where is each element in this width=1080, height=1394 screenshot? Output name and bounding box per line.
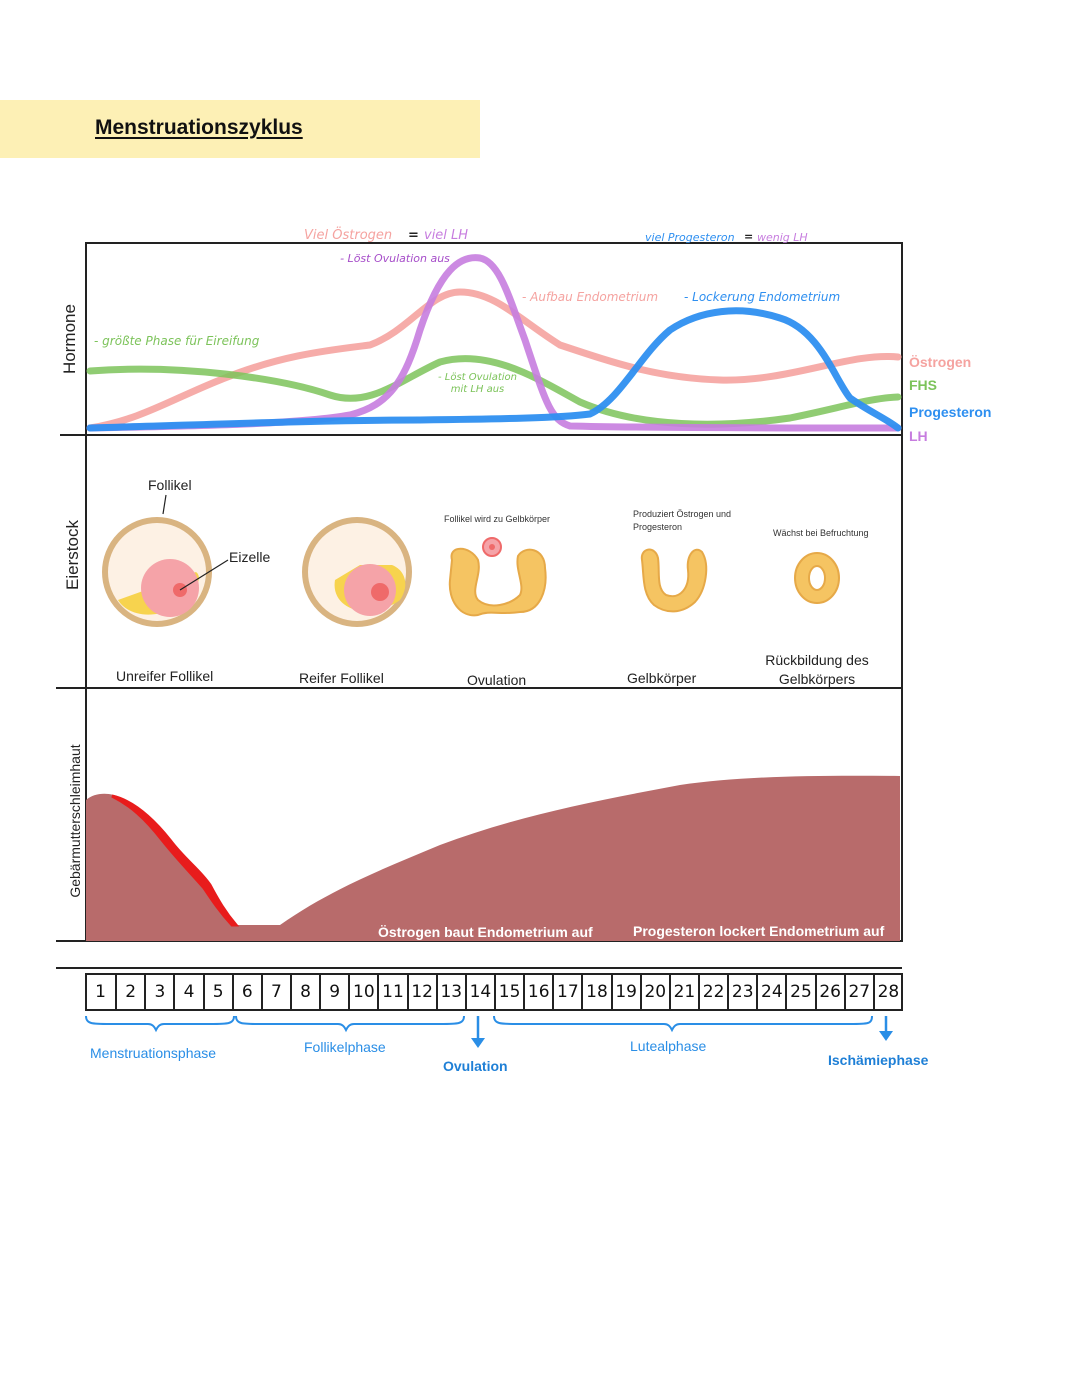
day-cell: 11	[377, 974, 406, 1010]
brace-luteal	[493, 1015, 873, 1033]
annotation-equals-2: =	[744, 230, 754, 243]
day-cell: 21	[668, 974, 698, 1010]
day-cell: 15	[494, 974, 523, 1010]
legend-progesterone: Progesteron	[909, 404, 992, 420]
day-cell: 19	[610, 974, 640, 1010]
brace-follicular	[235, 1015, 465, 1033]
day-cell: 24	[756, 974, 785, 1010]
day-cell: 28	[872, 974, 902, 1010]
endometrium-shape	[86, 775, 900, 941]
corpus-luteum-illustration	[640, 548, 708, 613]
annotation-largest-ripening: - größte Phase für Eireifung	[94, 334, 260, 348]
annotation-little-lh: wenig LH	[757, 231, 808, 244]
day-cell: 3	[144, 974, 173, 1010]
row-label-endometrium: Gebärmutterschleimhaut	[67, 744, 83, 898]
follicle-mature-illustration	[302, 517, 412, 627]
day-cell: 17	[552, 974, 581, 1010]
day-cell: 20	[639, 974, 669, 1010]
day-cell: 1	[95, 982, 106, 1002]
day-cell: 8	[290, 974, 319, 1010]
page-title: Menstruationszyklus	[95, 116, 303, 139]
annotation-triggers-ovulation-mid: - Löst Ovulation mit LH aus	[438, 372, 517, 395]
day-cell: 7	[260, 974, 290, 1010]
phase-ovulation: Ovulation	[443, 1058, 508, 1074]
day-cell: 27	[843, 974, 873, 1010]
corpus-luteum-note: Produziert Östrogen und Progesteron	[633, 509, 732, 532]
bleeding-edge	[111, 794, 240, 927]
title-band	[0, 100, 480, 158]
stage-ovulation: Ovulation	[467, 672, 527, 688]
stage-mature-follicle: Reifer Follikel	[299, 670, 384, 686]
phase-luteal: Lutealphase	[630, 1038, 707, 1054]
day-cell: 6	[231, 974, 261, 1010]
day-cell: 2	[115, 974, 144, 1010]
stage-regression: Rückbildung des Gelbkörpers	[765, 652, 869, 687]
legend-estrogen: Östrogen	[909, 354, 972, 370]
phase-follicular: Follikelphase	[304, 1039, 386, 1055]
day-cell: 25	[785, 974, 814, 1010]
follicle-label: Follikel	[148, 477, 192, 493]
egg-pointer-line	[179, 559, 229, 591]
ovulation-arrow	[471, 1016, 485, 1048]
ischemic-arrow	[879, 1016, 893, 1041]
annotation-much-estrogen: Viel Östrogen	[304, 228, 393, 243]
day-cell: 12	[406, 974, 436, 1010]
row-label-ovary: Eierstock	[63, 520, 82, 590]
day-cell: 9	[319, 974, 348, 1010]
legend-fhs: FHS	[909, 377, 937, 393]
annotation-triggers-ovulation-top: - Löst Ovulation aus	[340, 252, 450, 265]
day-cell: 13	[435, 974, 465, 1010]
day-cell: 4	[173, 974, 202, 1010]
day-cell: 10	[348, 974, 377, 1010]
phase-menstruation: Menstruationsphase	[90, 1045, 217, 1061]
day-cell: 16	[523, 974, 552, 1010]
day-cell: 18	[581, 974, 610, 1010]
follicle-pointer-line	[162, 494, 167, 515]
curve-fhs	[86, 355, 902, 428]
phase-ischemic: Ischämiephase	[828, 1052, 929, 1068]
curve-progesterone	[86, 307, 902, 432]
annotation-loosen-endometrium: - Lockerung Endometrium	[684, 290, 841, 304]
day-cell: 5	[202, 974, 232, 1010]
regression-note: Wächst bei Befruchtung	[773, 528, 869, 538]
stage-immature-follicle: Unreifer Follikel	[116, 668, 214, 684]
annotation-build-endometrium: - Aufbau Endometrium	[522, 290, 659, 304]
annotation-much-progesterone: viel Progesteron	[645, 231, 735, 244]
ovulation-note: Follikel wird zu Gelbkörper	[444, 514, 551, 524]
estrogen-builds-text: Östrogen baut Endometrium auf	[378, 924, 593, 940]
annotation-equals-1: =	[408, 228, 419, 243]
progesterone-loosens-text: Progesteron lockert Endometrium auf	[633, 923, 885, 939]
regressing-corpus-luteum-illustration	[794, 552, 840, 604]
ovulation-illustration	[448, 537, 547, 617]
stage-corpus-luteum: Gelbkörper	[627, 670, 697, 686]
row-label-hormones: Hormone	[60, 304, 79, 374]
curve-estrogen	[86, 288, 902, 432]
day-cell: 14	[464, 974, 494, 1010]
brace-menstruation	[85, 1015, 235, 1033]
day-cell: 23	[727, 974, 756, 1010]
annotation-much-lh: viel LH	[424, 228, 469, 243]
legend-lh: LH	[909, 428, 928, 444]
day-cell: 26	[814, 974, 844, 1010]
day-cell: 22	[698, 974, 727, 1010]
follicle-immature-illustration	[102, 517, 212, 627]
egg-cell-label: Eizelle	[229, 549, 271, 565]
